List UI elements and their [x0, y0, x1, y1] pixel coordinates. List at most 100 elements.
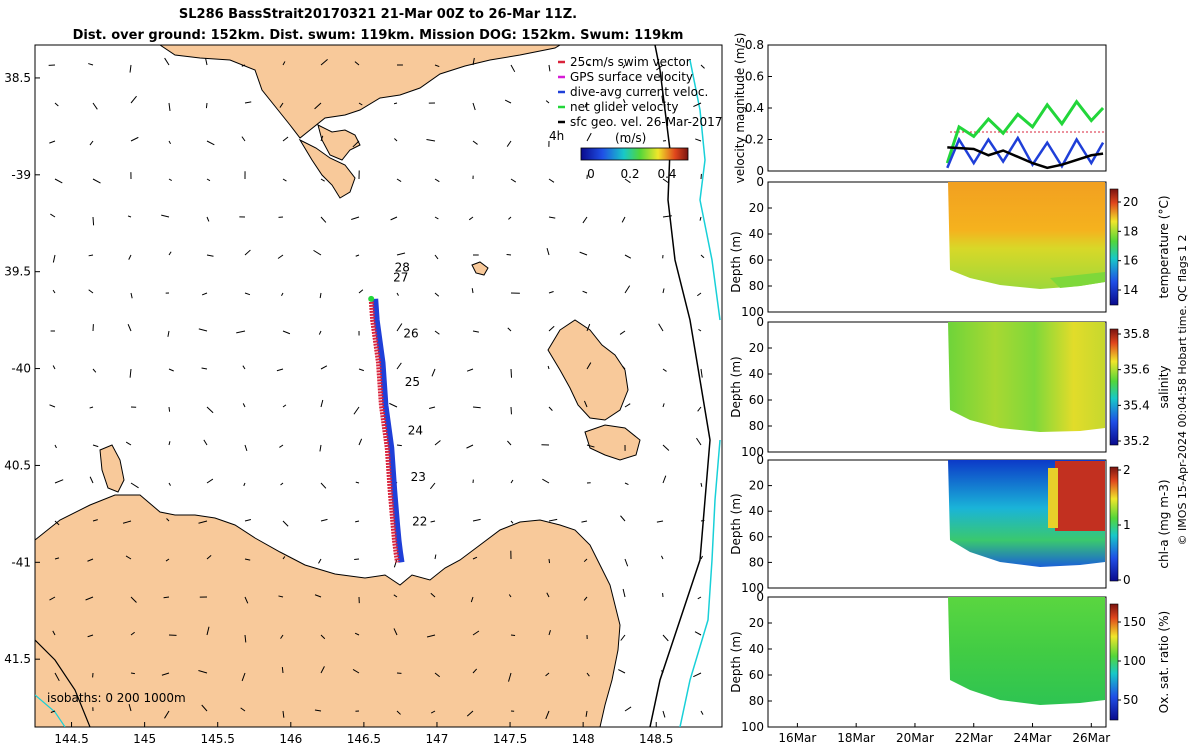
salinity-cbar-label: salinity	[1157, 365, 1171, 408]
colorbar-tick-label: 18	[1123, 224, 1138, 238]
colorbar-tick: 0.2	[620, 167, 639, 181]
chla-mid-patch	[1048, 468, 1058, 528]
depth-tick-label: 20	[749, 479, 764, 493]
colorbar-tick-label: 35.8	[1123, 327, 1150, 341]
depth-tick-label: 0	[756, 453, 764, 467]
map-ytick-label: -41	[11, 555, 31, 569]
depth-tick-label: 0	[756, 175, 764, 189]
colorbar-tick: 0.4	[657, 167, 676, 181]
colorbar-tick-label: 14	[1123, 283, 1138, 297]
depth-tick-label: 60	[749, 393, 764, 407]
colorbar-tick-label: 1	[1123, 518, 1131, 532]
depth-tick-label: 40	[749, 504, 764, 518]
current-vector	[131, 673, 135, 674]
current-vector	[549, 559, 550, 563]
velocity-frame	[768, 45, 1106, 171]
map-xtick-label: 144.5	[54, 732, 88, 746]
chla-high-patch	[1055, 461, 1105, 531]
day-label: 24	[408, 423, 423, 437]
map-colorbar	[581, 148, 688, 160]
colorbar-tick-label: 2	[1123, 463, 1131, 477]
colorbar-unit: (m/s)	[615, 131, 646, 145]
depth-tick-label: 100	[741, 720, 764, 734]
oxygen-field	[948, 597, 1105, 705]
depth-tick-label: 80	[749, 555, 764, 569]
map-xtick-label: 148	[572, 732, 595, 746]
oxygen-panel: Depth (m) Ox. sat. ratio (%) 150 100 50	[729, 597, 1171, 727]
velocity-ytick-label: 0.6	[745, 70, 764, 84]
current-vector	[354, 559, 359, 560]
colorbar-tick-label: 16	[1123, 254, 1138, 268]
temperature-ylabel: Depth (m)	[729, 231, 743, 292]
current-vector	[206, 103, 207, 108]
oxygen-cbar-label: Ox. sat. ratio (%)	[1157, 611, 1171, 713]
depth-tick-label: 0	[756, 590, 764, 604]
depth-tick-label: 20	[749, 616, 764, 630]
oxygen-colorbar	[1110, 604, 1118, 720]
title-line-1: SL286 BassStrait20170321 21-Mar 00Z to 2…	[179, 7, 577, 22]
depth-tick-label: 80	[749, 279, 764, 293]
map-ytick-label: 41.5	[4, 652, 31, 666]
legend-label: net glider velocity	[570, 100, 678, 114]
current-vector	[282, 667, 283, 673]
current-vector	[511, 369, 512, 378]
depth-tick-label: 80	[749, 419, 764, 433]
oxygen-ylabel: Depth (m)	[729, 631, 743, 692]
depth-tick-label: 60	[749, 668, 764, 682]
depth-tick-label: 0	[756, 315, 764, 329]
legend-label: 25cm/s swim vector	[570, 55, 691, 69]
chla-cbar-label: chl-a (mg m-3)	[1157, 479, 1171, 568]
current-vector	[93, 217, 94, 225]
date-tick-label: 26Mar	[1072, 731, 1110, 745]
salinity-colorbar	[1110, 329, 1118, 445]
day-label: 26	[403, 327, 418, 341]
velocity-ytick-label: 0.2	[745, 133, 764, 147]
colorbar-tick-label: 35.2	[1123, 434, 1150, 448]
isobaths-label: isobaths: 0 200 1000m	[47, 691, 186, 705]
date-tick-label: 22Mar	[955, 731, 993, 745]
map-xtick-label: 146	[279, 732, 302, 746]
track-start-marker	[368, 296, 374, 302]
salinity-ylabel: Depth (m)	[729, 356, 743, 417]
map-ytick-label: 38.5	[4, 71, 31, 85]
temperature-colorbar	[1110, 189, 1118, 305]
legend-label: GPS surface velocity	[570, 70, 693, 84]
colorbar-tick-label: 50	[1123, 693, 1138, 707]
current-vector	[507, 254, 511, 255]
title-line-2: Dist. over ground: 152km. Dist. swum: 11…	[73, 28, 684, 43]
depth-tick-label: 20	[749, 341, 764, 355]
colorbar-tick-label: 0	[1123, 573, 1131, 587]
side-note: © IMOS 15-Apr-2024 00:04:58 Hobart time.…	[1176, 235, 1189, 546]
current-vector	[169, 407, 170, 412]
map-ytick-label: -40	[11, 362, 31, 376]
depth-tick-label: 40	[749, 642, 764, 656]
colorbar-tick-label: 20	[1123, 195, 1138, 209]
map-ytick-label: 40.5	[4, 458, 31, 472]
colorbar-tick-label: 150	[1123, 615, 1146, 629]
colorbar-tick: 0	[587, 167, 595, 181]
depth-ticks: 0204060801000204060801000204060801000204…	[741, 175, 772, 734]
map-ytick-label: 39.5	[4, 265, 31, 279]
map-xtick-label: 145	[133, 732, 156, 746]
colorbar-tick-label: 35.4	[1123, 398, 1150, 412]
date-tick-label: 20Mar	[896, 731, 934, 745]
map-xtick-label: 148.5	[639, 732, 673, 746]
salinity-panel: Depth (m) salinity 35.835.635.435.2	[729, 322, 1171, 452]
lag-label: 4h	[549, 129, 564, 143]
date-tick-label: 24Mar	[1014, 731, 1052, 745]
chla-panel: Depth (m) chl-a (mg m-3) 2 1 0	[729, 460, 1171, 588]
chla-ylabel: Depth (m)	[729, 493, 743, 554]
day-label: 22	[412, 515, 427, 529]
day-label: 23	[411, 470, 426, 484]
colorbar-tick-label: 100	[1123, 654, 1146, 668]
map-xtick-label: 146.5	[347, 732, 381, 746]
chla-colorbar	[1110, 467, 1118, 581]
depth-tick-label: 60	[749, 253, 764, 267]
temperature-field	[948, 182, 1105, 289]
velocity-ytick-label: 0.8	[745, 38, 764, 52]
legend-label: sfc geo. vel. 26-Mar-2017	[570, 115, 722, 129]
date-tick-label: 16Mar	[778, 731, 816, 745]
salinity-field	[948, 322, 1105, 432]
